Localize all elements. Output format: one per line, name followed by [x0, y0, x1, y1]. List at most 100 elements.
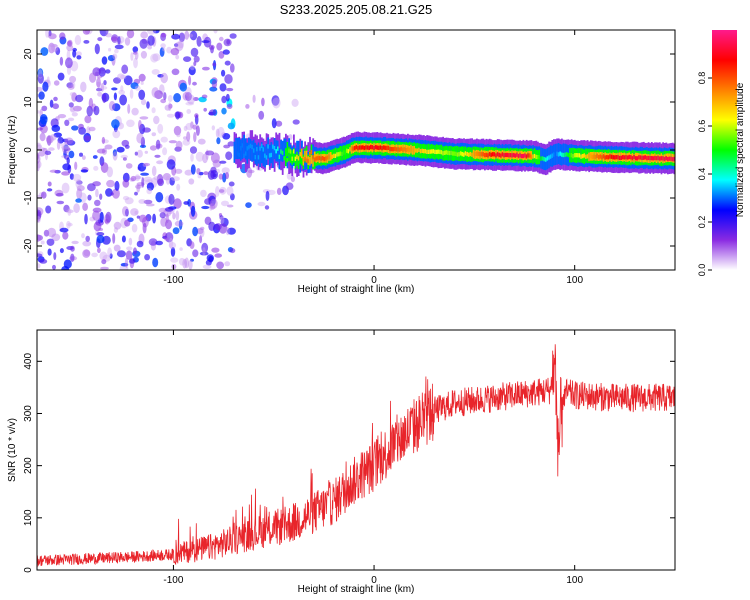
spectrogram-noise-cell [144, 150, 148, 154]
spectrogram-noise-cell [112, 149, 117, 157]
spectrogram-ridge-cell [451, 151, 454, 156]
spectrogram-ridge-cell [337, 152, 340, 157]
spectrogram-ridge-cell [522, 153, 525, 159]
spectrogram-ridge-cell [374, 144, 377, 150]
spectrogram-ridge-cell [264, 153, 266, 158]
spectrogram-noise-cell [61, 182, 70, 194]
spectrogram-noise-cell [83, 249, 91, 257]
spectrogram-ridge-cell [296, 140, 298, 162]
spectrogram-noise-cell [152, 213, 157, 224]
spectrogram-noise-cell [148, 238, 158, 246]
spectrogram-noise-cell [138, 89, 146, 101]
spectrogram-noise-cell [37, 142, 42, 151]
spectrogram-noise-cell [126, 30, 135, 39]
spectrogram-ridge-cell [410, 147, 412, 152]
spectrogram-noise-cell [139, 116, 149, 120]
spectrogram-noise-cell [174, 168, 183, 174]
spectrogram-noise-cell [211, 125, 215, 131]
spectrogram-noise-cell [211, 79, 218, 89]
spectrogram-noise-cell [53, 252, 57, 261]
spectrogram-noise-cell [120, 85, 124, 92]
spectrogram-ridge-cell [241, 143, 244, 148]
spectrogram-ridge-cell [421, 148, 424, 153]
spectrogram-ridge-cell [249, 143, 252, 148]
spectrogram-ridge-cell [668, 156, 671, 161]
spectrogram-ridge-cell [382, 145, 385, 150]
spectrogram-noise-cell [156, 160, 164, 165]
spectrogram-ridge-cell [238, 152, 241, 158]
spectrogram-noise-cell [122, 195, 130, 201]
spectrogram-noise-cell [272, 97, 281, 109]
spectrogram-ridge-cell [240, 146, 242, 151]
spectrogram-noise-cell [46, 76, 50, 85]
spectrogram-noise-cell [182, 92, 190, 101]
spectrogram-ridge-cell [431, 149, 433, 154]
spectrogram-ridge-cell [281, 150, 284, 156]
spectrogram-noise-cell [113, 221, 122, 230]
spectrogram-ridge-cell [301, 149, 303, 159]
spectrogram-ridge-cell [471, 152, 473, 157]
spectrogram-noise-cell [195, 125, 200, 136]
spectrogram-ridge-cell [437, 149, 440, 154]
spectrogram-noise-cell [71, 125, 79, 131]
spectrogram-noise-cell [162, 147, 168, 156]
spectrogram-ridge-cell [511, 153, 514, 158]
spectrogram-ridge-cell [402, 147, 404, 152]
spectrogram-noise-cell [97, 91, 103, 97]
spectrogram-noise-cell [214, 253, 222, 258]
spectrogram-ridge-cell [604, 155, 607, 160]
spectrogram-ridge-cell [633, 154, 636, 160]
spectrogram-noise-cell [104, 219, 109, 224]
spectrogram-noise-cell [112, 129, 121, 139]
spectrogram-noise-cell [76, 188, 83, 200]
spectrogram-noise-cell [151, 165, 157, 177]
y-tick-label: 200 [23, 457, 34, 474]
spectrogram-ridge-cell [671, 157, 674, 162]
spectrogram-ridge-cell [508, 153, 510, 158]
spectrogram-ridge-cell [500, 153, 502, 158]
spectrogram-ridge-cell [569, 153, 571, 158]
spectrogram-noise-cell [157, 123, 164, 134]
spectrogram-noise-cell [130, 52, 134, 61]
spectrogram-noise-cell [62, 138, 69, 143]
spectrogram-noise-cell [134, 151, 138, 156]
spectrogram-noise-cell [183, 125, 188, 132]
snr-series-line [37, 344, 675, 567]
spectrogram-ridge-cell [283, 156, 286, 161]
spectrogram-noise-cell [172, 227, 180, 235]
spectrogram-ridge-cell [246, 142, 249, 164]
spectrogram-noise-cell [186, 109, 191, 114]
spectrogram-ridge-cell [415, 148, 417, 153]
spectrogram-ridge-cell [593, 154, 595, 159]
y-tick-label: 300 [23, 405, 34, 422]
spectrogram-noise-cell [146, 188, 152, 195]
spectrogram-ridge-cell [654, 155, 656, 161]
spectrogram-noise-cell [61, 171, 70, 176]
spectrogram-noise-cell [59, 227, 69, 233]
spectrogram-ridge-cell [272, 144, 274, 149]
spectrogram-noise-cell [68, 150, 75, 159]
spectrogram-noise-cell [221, 167, 230, 174]
spectrogram-ridge-cell [440, 150, 443, 155]
spectrogram-ridge-cell [610, 154, 613, 159]
spectrogram-noise-cell [226, 103, 233, 110]
spectrogram-noise-cell [156, 174, 164, 185]
spectrogram-noise-cell [37, 73, 44, 84]
spectrogram-noise-cell [47, 248, 52, 256]
spectrogram-ridge-cell [537, 155, 539, 160]
spectrogram-ridge-cell [352, 146, 355, 151]
spectrogram-noise-cell [74, 34, 82, 46]
spectrogram-noise-cell [75, 51, 82, 57]
spectrogram-noise-cell [103, 80, 107, 86]
spectrogram-noise-cell [118, 89, 125, 95]
spectrogram-ridge-cell [649, 155, 652, 161]
spectrogram-ridge-cell [469, 151, 472, 157]
spectrogram-noise-cell [82, 249, 91, 258]
spectrogram-ridge-cell [586, 154, 589, 159]
spectrogram-noise-cell [97, 37, 103, 42]
spectrogram-noise-cell [56, 140, 61, 150]
spectrogram-ridge-cell [570, 153, 573, 158]
spectrogram-ridge-cell [553, 152, 555, 157]
spectrogram-ridge-cell [492, 152, 494, 157]
spectrogram-noise-cell [84, 135, 91, 142]
